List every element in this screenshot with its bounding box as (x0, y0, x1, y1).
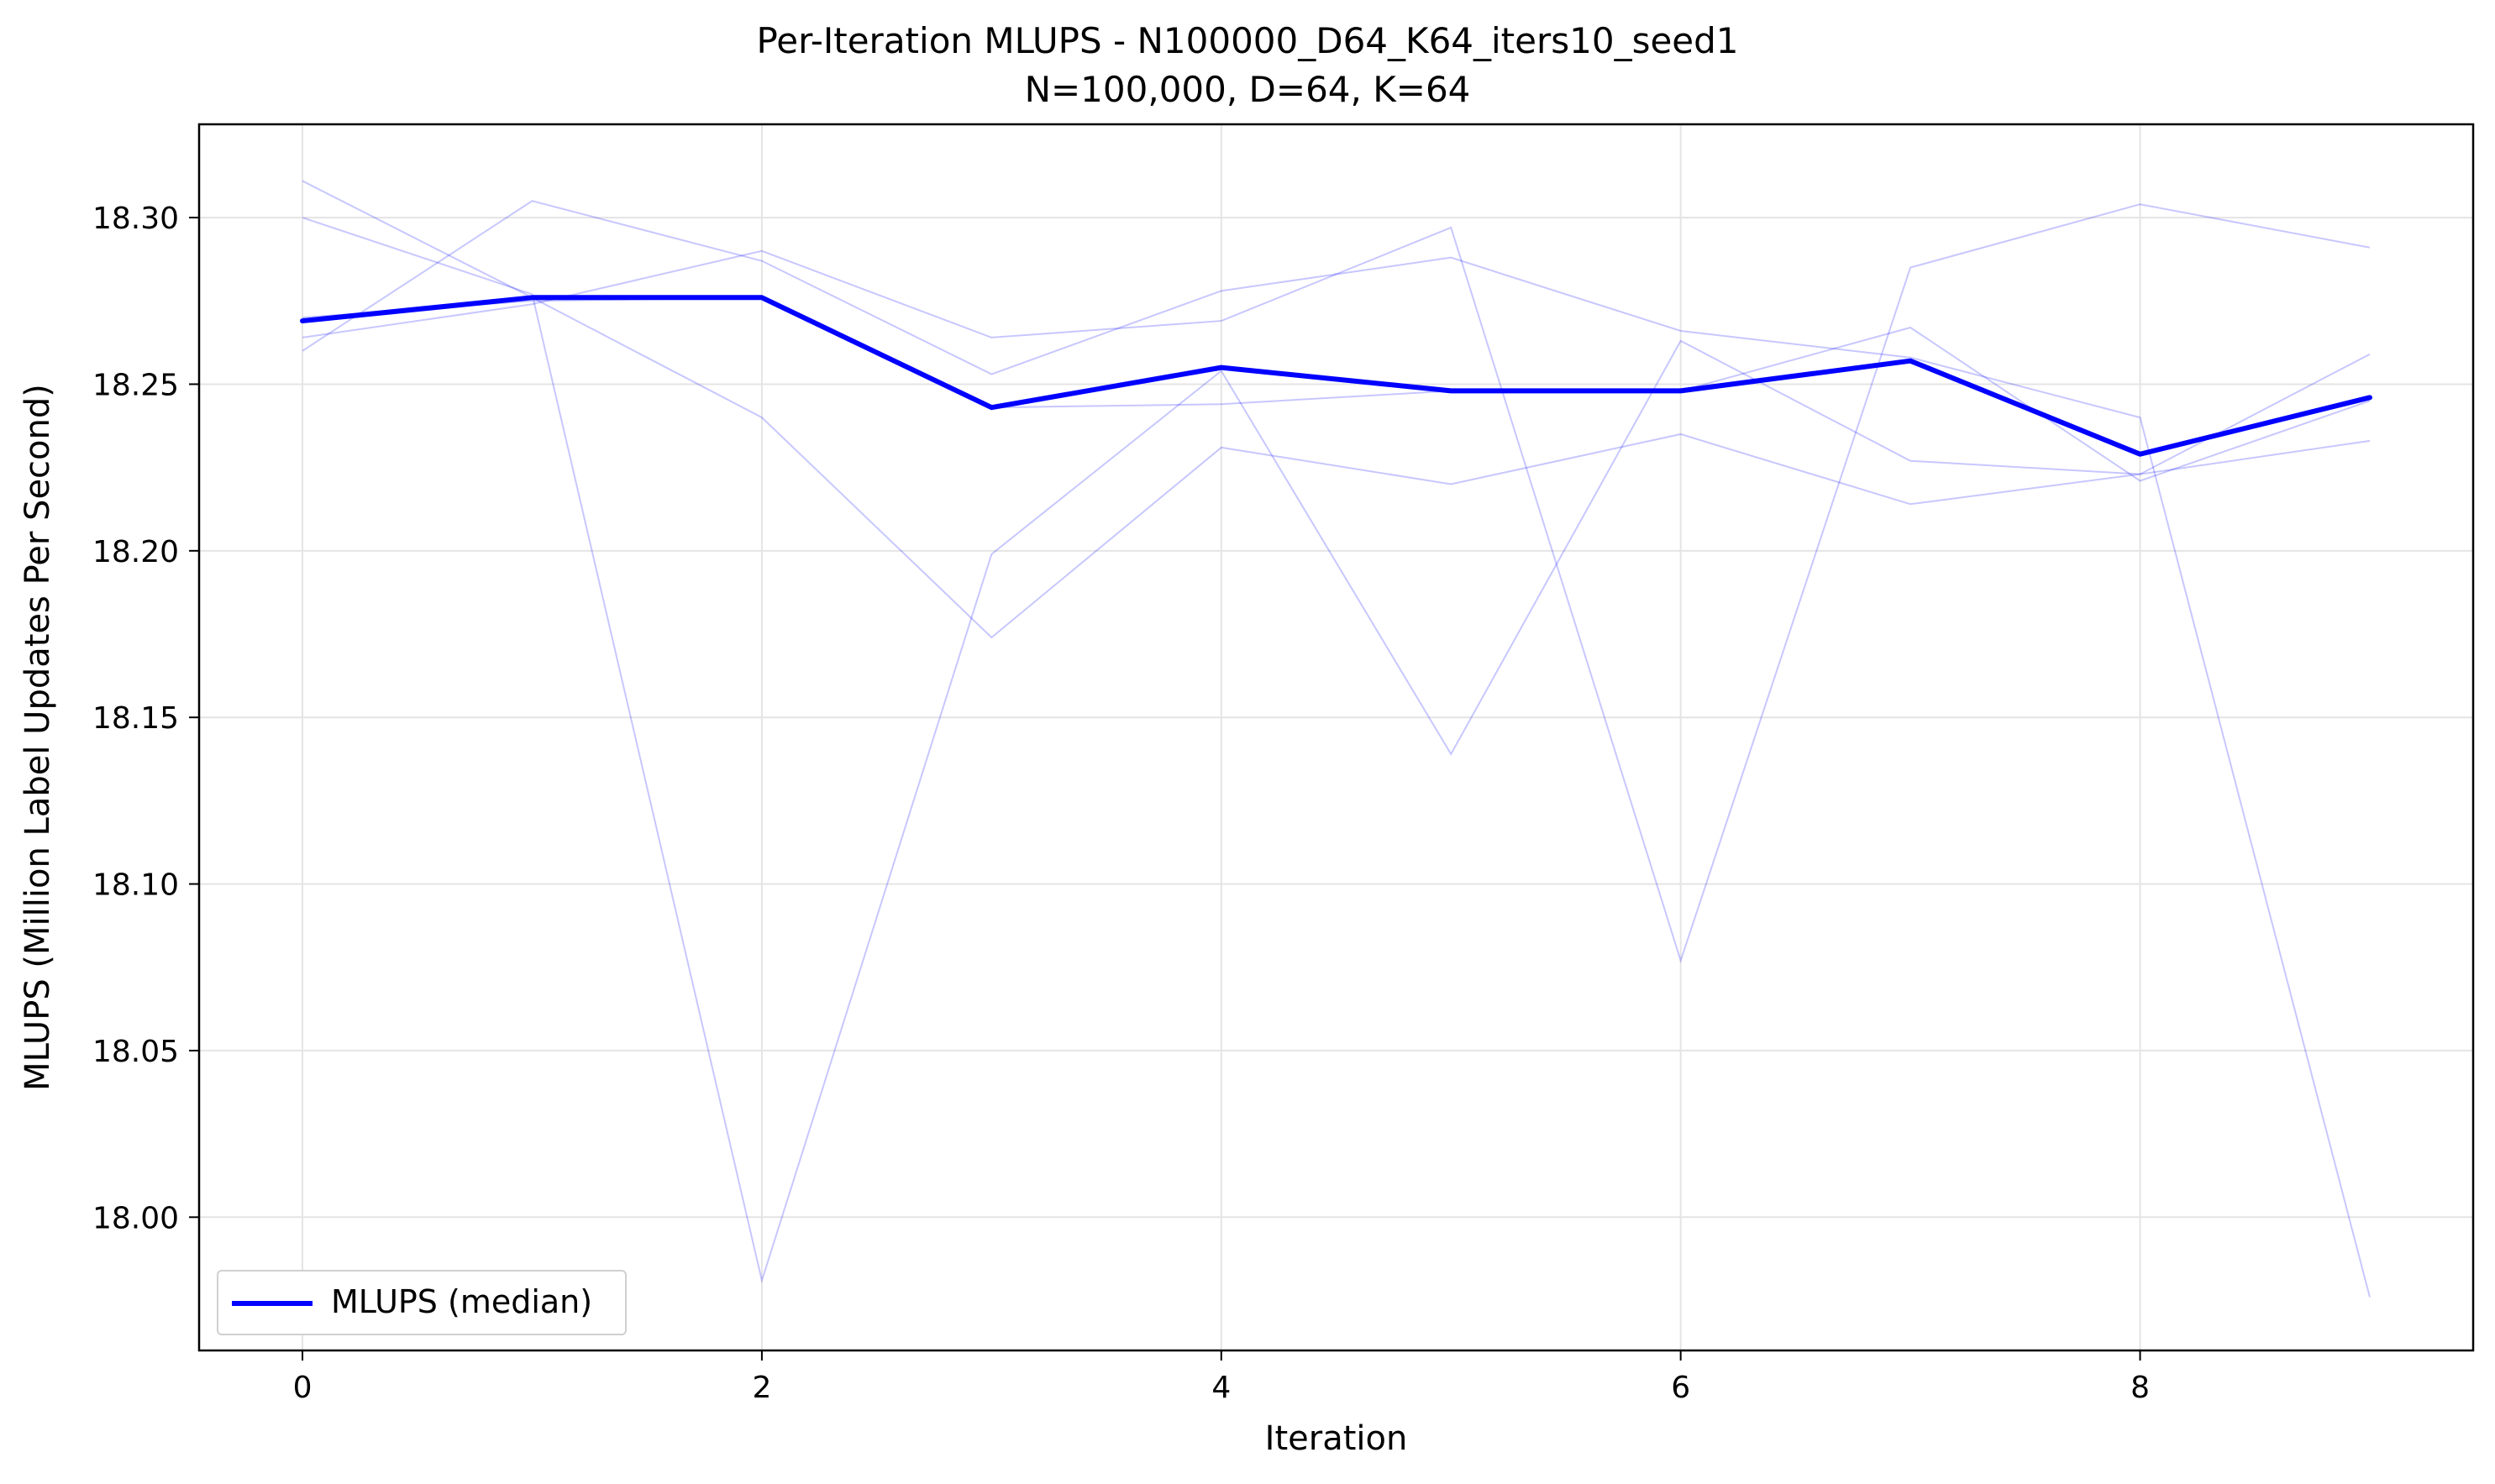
median-line-layer (300, 295, 2372, 457)
x-tick-label: 8 (2130, 1371, 2150, 1405)
legend: MLUPS (median) (217, 1270, 627, 1335)
y-tick-label: 18.00 (92, 1201, 179, 1235)
run-series-line-2 (302, 217, 2371, 1284)
x-tick-label: 2 (752, 1371, 771, 1405)
x-tick-label: 0 (293, 1371, 313, 1405)
y-tick-label: 18.30 (92, 202, 179, 236)
y-tick-label: 18.20 (92, 535, 179, 569)
legend-label-median: MLUPS (median) (331, 1283, 593, 1320)
ticks-layer: 0 2 4 6 8 18.00 18.05 18.10 18.15 18.20 18.25 18.30 (92, 202, 2150, 1405)
x-axis-label: Iteration (1264, 1419, 1408, 1458)
x-tick-label: 4 (1211, 1371, 1231, 1405)
run-series-line-5 (302, 296, 2371, 482)
median-series-line (300, 295, 2372, 457)
run-series-line-3 (302, 203, 2371, 964)
y-tick-label: 18.10 (92, 868, 179, 903)
run-lines-layer (302, 180, 2371, 1298)
chart-subtitle: N=100,000, D=64, K=64 (1024, 69, 1471, 110)
plot-frame (197, 123, 2475, 1352)
grid-layer (199, 124, 2473, 1350)
legend-swatch-median (232, 1301, 313, 1306)
run-series-line-1 (302, 180, 2371, 639)
chart-title: Per-Iteration MLUPS - N100000_D64_K64_it… (756, 20, 1739, 61)
y-tick-label: 18.05 (92, 1035, 179, 1069)
y-axis-label: MLUPS (Million Label Updates Per Second) (18, 384, 57, 1091)
x-tick-label: 6 (1671, 1371, 1690, 1405)
run-series-line-4 (302, 200, 2371, 1298)
y-tick-label: 18.15 (92, 701, 179, 736)
y-tick-label: 18.25 (92, 368, 179, 402)
